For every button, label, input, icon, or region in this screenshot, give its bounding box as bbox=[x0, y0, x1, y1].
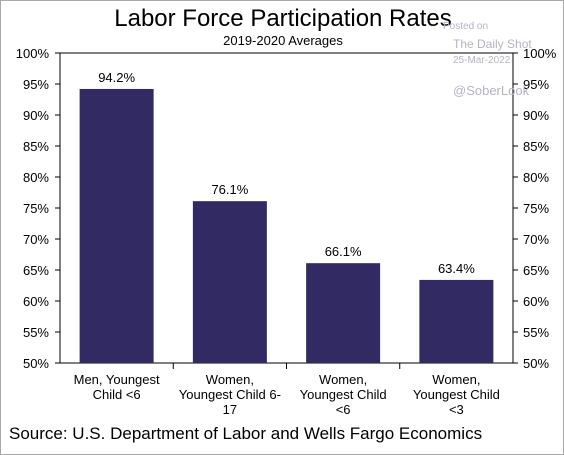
left-tick-label: 90% bbox=[23, 108, 49, 123]
right-tick-label: 90% bbox=[523, 108, 549, 123]
category-label: Youngest Child bbox=[413, 387, 500, 402]
data-label: 94.2% bbox=[98, 70, 135, 85]
left-tick-label: 65% bbox=[23, 263, 49, 278]
right-tick-label: 60% bbox=[523, 294, 549, 309]
bar-chart: 50% 50% 55% 55% 60% 60% 65% 65% 70% 70% 75% 75% 80% 8… bbox=[16, 46, 557, 417]
left-tick-label: 85% bbox=[23, 139, 49, 154]
right-tick-label: 100% bbox=[523, 46, 557, 61]
data-label: 66.1% bbox=[325, 244, 362, 259]
right-tick-label: 65% bbox=[523, 263, 549, 278]
left-tick-label: 95% bbox=[23, 77, 49, 92]
left-tick-label: 80% bbox=[23, 170, 49, 185]
chart-subtitle: 2019-2020 Averages bbox=[223, 33, 343, 48]
left-tick-label: 70% bbox=[23, 232, 49, 247]
data-label: 76.1% bbox=[211, 182, 248, 197]
right-tick-label: 55% bbox=[523, 325, 549, 340]
bar bbox=[79, 88, 154, 364]
category-label: Youngest Child 6- bbox=[179, 387, 281, 402]
right-tick-label: 80% bbox=[523, 170, 549, 185]
source-note: Source: U.S. Department of Labor and Wel… bbox=[9, 424, 483, 443]
left-tick-label: 100% bbox=[16, 46, 50, 61]
chart-title: Labor Force Participation Rates bbox=[114, 5, 452, 32]
category-label: Women, bbox=[206, 372, 254, 387]
category-label: Men, Youngest bbox=[74, 372, 160, 387]
data-label: 63.4% bbox=[438, 261, 475, 276]
category-label: Women, bbox=[432, 372, 480, 387]
category-label: 17 bbox=[223, 402, 237, 417]
bar bbox=[419, 279, 494, 363]
category-label: <6 bbox=[336, 402, 351, 417]
category-label: Youngest Child bbox=[300, 387, 387, 402]
watermark-handle: @SoberLook bbox=[453, 83, 530, 98]
left-tick-label: 60% bbox=[23, 294, 49, 309]
left-tick-label: 50% bbox=[23, 356, 49, 371]
category-label: <3 bbox=[449, 402, 464, 417]
right-tick-label: 95% bbox=[523, 77, 549, 92]
category-label: Women, bbox=[319, 372, 367, 387]
left-tick-label: 55% bbox=[23, 325, 49, 340]
right-tick-label: 85% bbox=[523, 139, 549, 154]
bar bbox=[192, 201, 267, 363]
category-label: Child <6 bbox=[93, 387, 141, 402]
right-tick-label: 70% bbox=[523, 232, 549, 247]
right-tick-label: 50% bbox=[523, 356, 549, 371]
watermark-posted-on: Posted on bbox=[443, 21, 489, 32]
bar bbox=[306, 263, 381, 363]
watermark-site: The Daily Shot bbox=[453, 37, 532, 51]
left-tick-label: 75% bbox=[23, 201, 49, 216]
watermark-date: 25-Mar-2022 bbox=[453, 55, 511, 66]
right-tick-label: 75% bbox=[523, 201, 549, 216]
